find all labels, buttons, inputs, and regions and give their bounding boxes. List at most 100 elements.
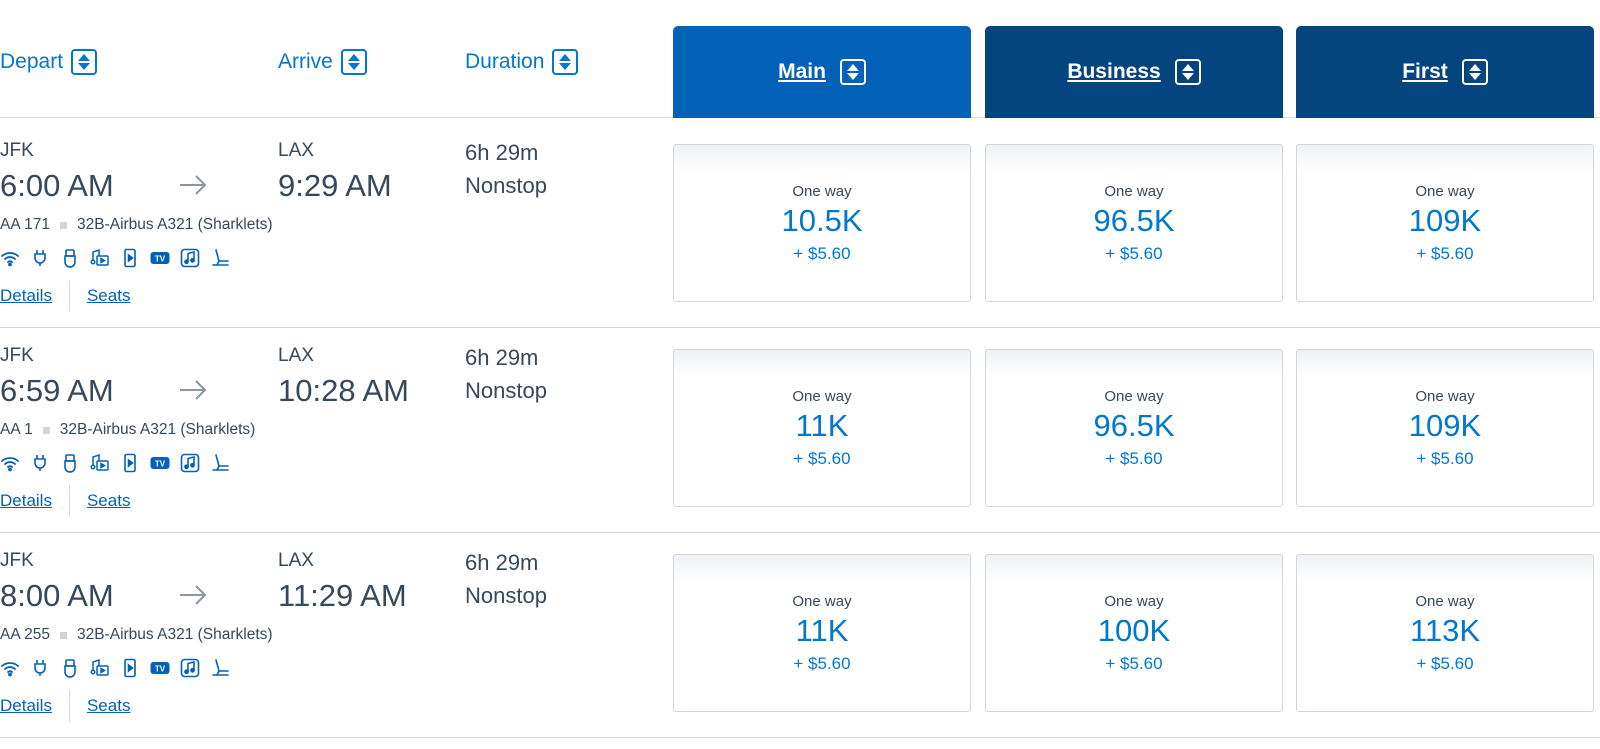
sort-by-depart[interactable]: Depart	[0, 49, 98, 75]
aircraft-type: 32B-Airbus A321 (Sharklets)	[77, 216, 273, 233]
amenities-list: TV	[0, 453, 230, 473]
fare-tax: + $5.60	[793, 654, 851, 673]
sort-icon	[1174, 59, 1201, 85]
sort-icon	[71, 49, 98, 75]
fare-button-first[interactable]: One way 109K + $5.60	[1296, 144, 1594, 302]
lie-flat-seat-icon	[210, 453, 230, 473]
device-streaming-icon	[120, 453, 140, 473]
sort-by-first-cabin[interactable]: First	[1296, 26, 1594, 118]
flight-number: AA 1	[0, 421, 33, 438]
origin-airport: JFK	[0, 345, 34, 366]
flight-duration: 6h 29m	[465, 550, 539, 575]
device-streaming-icon	[120, 658, 140, 678]
wifi-icon	[0, 658, 20, 678]
arrow-right-icon	[180, 175, 207, 195]
power-outlet-icon	[30, 453, 50, 473]
details-link[interactable]: Details	[0, 696, 52, 715]
fare-type: One way	[1415, 593, 1475, 610]
seats-link[interactable]: Seats	[86, 491, 131, 510]
svg-text:TV: TV	[155, 254, 166, 263]
separator	[60, 221, 67, 229]
destination-airport: LAX	[278, 345, 314, 366]
sort-icon	[340, 49, 367, 75]
sort-by-business-cabin[interactable]: Business	[985, 26, 1283, 118]
fare-button-main[interactable]: One way 10.5K + $5.60	[673, 144, 971, 302]
fare-tax: + $5.60	[793, 244, 851, 263]
results-header: Depart Arrive Duration Main Business Fir…	[0, 0, 1600, 118]
flight-row: JFK 8:00 AM LAX 11:29 AM 6h 29m Nonstop AA 25…	[0, 528, 1600, 738]
fare-miles: 113K	[1409, 613, 1481, 648]
fare-button-business[interactable]: One way 96.5K + $5.60	[985, 349, 1283, 507]
fare-type: One way	[792, 593, 852, 610]
fare-button-main[interactable]: One way 11K + $5.60	[673, 554, 971, 712]
fare-tax: + $5.60	[1105, 449, 1163, 468]
fare-type: One way	[1104, 388, 1164, 405]
fare-tax: + $5.60	[1416, 449, 1474, 468]
flight-number: AA 171	[0, 216, 50, 233]
divider	[68, 690, 70, 722]
flight-duration: 6h 29m	[465, 140, 539, 165]
arrive-time: 9:29 AM	[278, 168, 392, 203]
fare-button-business[interactable]: One way 96.5K + $5.60	[985, 144, 1283, 302]
fare-button-business[interactable]: One way 100K + $5.60	[985, 554, 1283, 712]
fare-tax: + $5.60	[1416, 244, 1474, 263]
sort-by-arrive[interactable]: Arrive	[278, 49, 367, 75]
details-link[interactable]: Details	[0, 491, 52, 510]
business-cabin-label: Business	[1067, 60, 1161, 83]
fare-miles: 109K	[1408, 203, 1482, 238]
flight-links: Details Seats	[0, 485, 130, 517]
arrow-right-icon	[180, 380, 207, 400]
device-streaming-icon	[120, 248, 140, 268]
sort-by-main-cabin[interactable]: Main	[673, 26, 971, 118]
fare-type: One way	[792, 183, 852, 200]
sort-icon	[839, 59, 866, 85]
fare-miles: 11K	[795, 408, 849, 443]
flight-row: JFK 6:00 AM LAX 9:29 AM 6h 29m Nonstop AA 171…	[0, 118, 1600, 328]
music-icon	[180, 658, 200, 678]
arrive-time: 10:28 AM	[278, 373, 409, 408]
lie-flat-seat-icon	[210, 658, 230, 678]
aircraft-type: 32B-Airbus A321 (Sharklets)	[77, 626, 273, 643]
fare-miles: 10.5K	[781, 203, 863, 238]
amenities-list: TV	[0, 248, 230, 268]
fare-button-first[interactable]: One way 109K + $5.60	[1296, 349, 1594, 507]
flight-links: Details Seats	[0, 280, 130, 312]
power-outlet-icon	[30, 658, 50, 678]
amenities-list: TV	[0, 658, 230, 678]
lie-flat-seat-icon	[210, 248, 230, 268]
fare-miles: 100K	[1097, 613, 1171, 648]
entertainment-icon	[90, 453, 110, 473]
origin-airport: JFK	[0, 140, 34, 161]
depart-column-label: Depart	[0, 50, 64, 73]
usb-icon	[60, 658, 80, 678]
fare-tax: + $5.60	[1105, 244, 1163, 263]
entertainment-icon	[90, 658, 110, 678]
fare-button-main[interactable]: One way 11K + $5.60	[673, 349, 971, 507]
flight-info: AA 171 32B-Airbus A321 (Sharklets)	[0, 216, 273, 234]
depart-time: 8:00 AM	[0, 578, 114, 613]
fare-type: One way	[792, 388, 852, 405]
flight-links: Details Seats	[0, 690, 130, 722]
fare-button-first[interactable]: One way 113K + $5.60	[1296, 554, 1594, 712]
flight-duration: 6h 29m	[465, 345, 539, 370]
music-icon	[180, 248, 200, 268]
seats-link[interactable]: Seats	[86, 696, 131, 715]
fare-type: One way	[1104, 593, 1164, 610]
fare-miles: 96.5K	[1093, 203, 1175, 238]
stops-label: Nonstop	[465, 378, 547, 403]
flight-number: AA 255	[0, 626, 50, 643]
svg-text:TV: TV	[155, 459, 166, 468]
seats-link[interactable]: Seats	[86, 286, 131, 305]
sort-by-duration[interactable]: Duration	[465, 49, 579, 75]
fare-type: One way	[1104, 183, 1164, 200]
details-link[interactable]: Details	[0, 286, 52, 305]
svg-text:TV: TV	[155, 664, 166, 673]
destination-airport: LAX	[278, 140, 314, 161]
fare-miles: 109K	[1408, 408, 1482, 443]
fare-miles: 96.5K	[1093, 408, 1175, 443]
tv-icon: TV	[150, 658, 170, 678]
usb-icon	[60, 248, 80, 268]
tv-icon: TV	[150, 248, 170, 268]
power-outlet-icon	[30, 248, 50, 268]
divider	[68, 485, 70, 517]
